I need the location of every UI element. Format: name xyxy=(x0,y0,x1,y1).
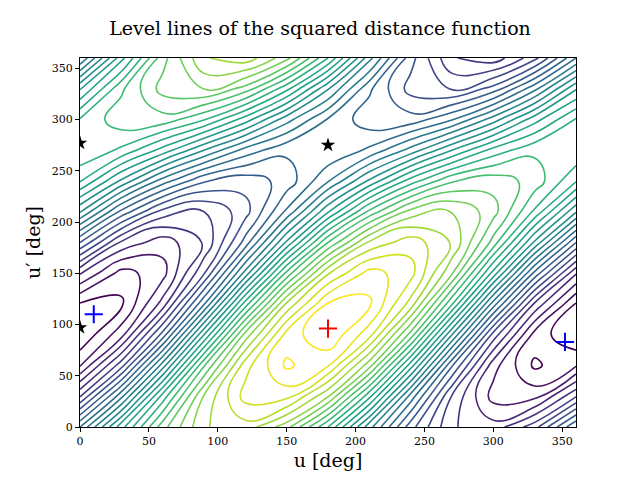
svg-text:350: 350 xyxy=(552,435,573,448)
svg-text:50: 50 xyxy=(142,435,156,448)
svg-text:300: 300 xyxy=(483,435,504,448)
svg-text:250: 250 xyxy=(414,435,435,448)
svg-text:0: 0 xyxy=(77,435,84,448)
svg-text:200: 200 xyxy=(345,435,366,448)
svg-text:350: 350 xyxy=(52,62,73,75)
svg-text:u′ [deg]: u′ [deg] xyxy=(22,206,44,279)
svg-text:250: 250 xyxy=(52,165,73,178)
svg-text:150: 150 xyxy=(276,435,297,448)
svg-text:50: 50 xyxy=(59,370,73,383)
svg-text:300: 300 xyxy=(52,113,73,126)
svg-text:200: 200 xyxy=(52,216,73,229)
svg-text:Level lines of the squared dis: Level lines of the squared distance func… xyxy=(109,17,531,39)
svg-text:u [deg]: u [deg] xyxy=(294,449,363,471)
svg-text:100: 100 xyxy=(52,318,73,331)
svg-text:150: 150 xyxy=(52,267,73,280)
svg-text:0: 0 xyxy=(66,421,73,434)
svg-text:100: 100 xyxy=(207,435,228,448)
